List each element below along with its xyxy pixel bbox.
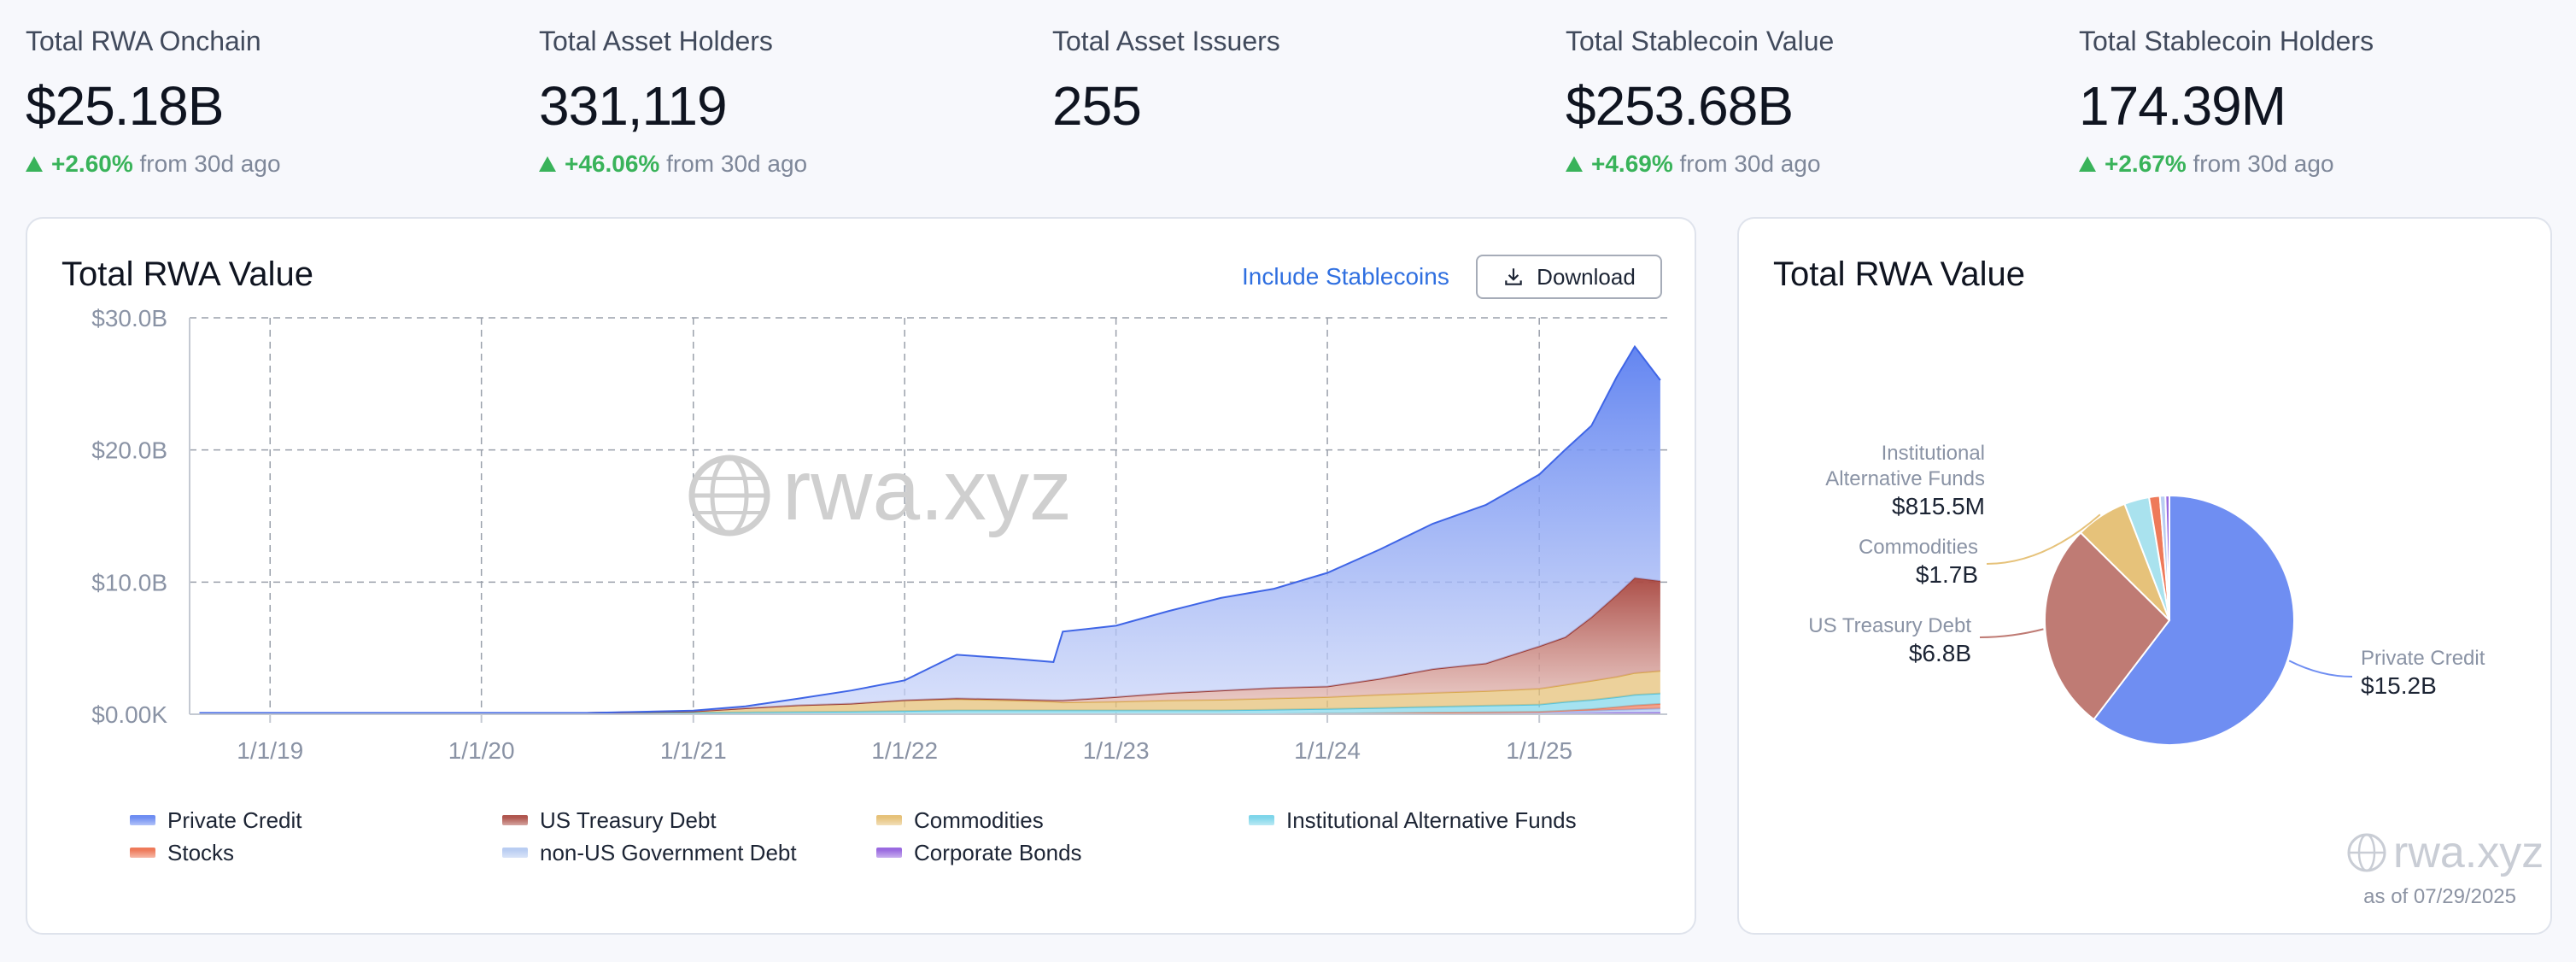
area-commodities[interactable] <box>199 671 1660 713</box>
legend-swatch <box>876 848 902 858</box>
stat-change-pct: +2.60% <box>51 150 133 177</box>
up-arrow-icon <box>2079 156 2096 172</box>
card-title: Total RWA Value <box>61 255 313 293</box>
stat-total-stablecoin-holders: Total Stablecoin Holders 174.39M +2.67% … <box>2079 22 2557 181</box>
pie-slice-private-credit[interactable] <box>2093 494 2295 746</box>
stat-value: $25.18B <box>26 75 224 137</box>
stat-label: Total Stablecoin Holders <box>2079 26 2374 56</box>
line-private-credit <box>199 344 1661 714</box>
x-tick-label: 1/1/22 <box>871 737 938 764</box>
stat-change-suffix: from 30d ago <box>666 150 808 177</box>
stats-row: Total RWA Onchain $25.18B +2.60% from 30… <box>0 0 2576 197</box>
x-tick-label: 1/1/23 <box>1083 737 1150 764</box>
globe-icon <box>2347 833 2386 872</box>
rwa-value-pie-card: Total RWA Value Private Credit $15.2B US T… <box>1737 217 2552 935</box>
stat-value: $253.68B <box>1566 75 1794 137</box>
area-private-credit[interactable] <box>199 346 1660 713</box>
y-tick-label: $20.0B <box>91 437 167 464</box>
stat-change-pct: +46.06% <box>565 150 660 177</box>
stat-change-pct: +4.69% <box>1591 150 1673 177</box>
stat-change-suffix: from 30d ago <box>2193 150 2334 177</box>
rwa-value-area-card: Total RWA Value Include Stablecoins Down… <box>26 217 1696 935</box>
legend-swatch <box>1249 815 1274 825</box>
x-tick-label: 1/1/21 <box>660 737 727 764</box>
stat-label: Total RWA Onchain <box>26 26 261 56</box>
logo-text: rwa.xyz <box>2393 828 2544 877</box>
pie-slice-us-treasury-debt[interactable] <box>2044 531 2171 721</box>
stat-change: +2.60% from 30d ago <box>26 147 504 181</box>
stat-value: 255 <box>1052 75 1142 137</box>
stat-change-suffix: from 30d ago <box>139 150 281 177</box>
stat-change: +2.67% from 30d ago <box>2079 147 2557 181</box>
area-chart: rwa.xyz $0.00K $10.0B $20.0B $30.0B 1/1/19 1/… <box>91 305 1667 764</box>
legend-item-stocks[interactable]: Stocks <box>130 837 234 868</box>
pie-leader-line <box>1979 628 2044 638</box>
stat-label: Total Asset Issuers <box>1052 26 1280 56</box>
legend-label: Commodities <box>914 807 1044 833</box>
pie-callout-label: Alternative Funds <box>1825 467 1985 490</box>
stat-total-rwa-onchain: Total RWA Onchain $25.18B +2.60% from 30… <box>26 22 504 181</box>
stat-total-asset-issuers: Total Asset Issuers 255 <box>1052 22 1531 138</box>
pie-chart: Private Credit$15.2B US Treasury Debt $6.8… <box>1808 442 2485 746</box>
y-tick-label: $0.00K <box>91 701 167 728</box>
legend-item-non-us-government-debt[interactable]: non-US Government Debt <box>502 837 797 868</box>
legend-item-private-credit[interactable]: Private Credit <box>130 805 302 836</box>
pie-callout-label: Institutional <box>1882 442 1985 465</box>
legend-item-corporate-bonds[interactable]: Corporate Bonds <box>876 837 1082 868</box>
legend-label: Institutional Alternative Funds <box>1286 807 1577 833</box>
pie-callout-label: Private Credit <box>2361 647 2485 670</box>
legend-label: non-US Government Debt <box>540 840 797 865</box>
legend-swatch <box>876 815 902 825</box>
up-arrow-icon <box>539 156 556 172</box>
y-tick-label: $10.0B <box>91 569 167 595</box>
download-label: Download <box>1537 263 1636 290</box>
stat-change-suffix: from 30d ago <box>1679 150 1821 177</box>
legend-swatch <box>130 848 155 858</box>
y-tick-label: $30.0B <box>91 305 167 331</box>
watermark: rwa.xyz <box>688 443 1072 538</box>
x-tick-label: 1/1/25 <box>1506 737 1572 764</box>
x-tick-label: 1/1/24 <box>1294 737 1361 764</box>
up-arrow-icon <box>1566 156 1583 172</box>
pie-callout-label: Commodities <box>1859 536 1978 559</box>
legend-item-institutional-alternative-funds[interactable]: Institutional Alternative Funds <box>1249 805 1577 836</box>
stat-label: Total Asset Holders <box>539 26 773 56</box>
legend-item-commodities[interactable]: Commodities <box>876 805 1044 836</box>
download-icon <box>1505 268 1522 285</box>
pie-slice-corporate-bonds[interactable] <box>2164 494 2170 621</box>
legend-label: US Treasury Debt <box>540 807 717 833</box>
pie-callout-value: $15.2B <box>2361 672 2437 699</box>
legend-item-us-treasury-debt[interactable]: US Treasury Debt <box>502 805 717 836</box>
x-tick-label: 1/1/19 <box>237 737 303 764</box>
pie-callout-value: $1.7B <box>1916 561 1978 588</box>
stat-change: +4.69% from 30d ago <box>1566 147 2044 181</box>
stat-change: +46.06% from 30d ago <box>539 147 1017 181</box>
pie-callout-label: US Treasury Debt <box>1808 614 1971 637</box>
stat-total-asset-holders: Total Asset Holders 331,119 +46.06% from… <box>539 22 1017 181</box>
stat-value: 174.39M <box>2079 75 2286 137</box>
x-tick-label: 1/1/20 <box>448 737 515 764</box>
pie-callout-value: $6.8B <box>1909 640 1971 666</box>
legend-label: Corporate Bonds <box>914 840 1082 865</box>
legend-swatch <box>502 815 528 825</box>
download-button[interactable]: Download <box>1476 255 1662 299</box>
pie-callout-value: $815.5M <box>1892 493 1985 519</box>
watermark-text: rwa.xyz <box>782 443 1072 538</box>
stat-label: Total Stablecoin Value <box>1566 26 1835 56</box>
legend-label: Stocks <box>167 840 235 865</box>
stat-change-pct: +2.67% <box>2105 150 2187 177</box>
legend-swatch <box>502 848 528 858</box>
as-of-date: as of 07/29/2025 <box>2363 885 2516 908</box>
pie-leader-line <box>1986 513 2101 565</box>
include-stablecoins-toggle[interactable]: Include Stablecoins <box>1242 263 1449 290</box>
stat-total-stablecoin-value: Total Stablecoin Value $253.68B +4.69% f… <box>1566 22 2044 181</box>
stat-value: 331,119 <box>539 75 728 137</box>
card-title: Total RWA Value <box>1773 255 2025 293</box>
legend-swatch <box>130 815 155 825</box>
rwa-logo: rwa.xyz <box>2345 830 2544 875</box>
up-arrow-icon <box>26 156 43 172</box>
pie-leader-line <box>2288 660 2353 678</box>
legend-label: Private Credit <box>167 807 302 833</box>
